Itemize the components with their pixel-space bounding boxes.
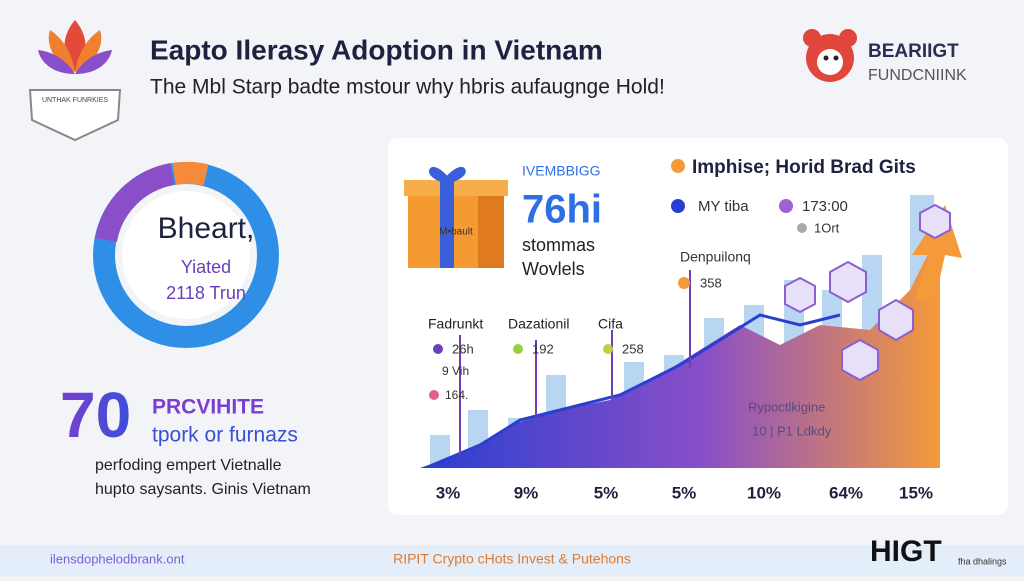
percent-label: 15% xyxy=(899,483,933,502)
small-label: 164. xyxy=(445,388,468,402)
box-label: M•bault xyxy=(439,227,473,238)
footer-text: RIPIT Crypto cHots Invest & Putehons xyxy=(393,551,631,567)
legend-item: 173:00 xyxy=(802,198,848,215)
title: Eapto Ilerasy Adoption in Vietnam xyxy=(150,34,603,65)
legend-dot xyxy=(671,159,685,173)
subtitle: The Mbl Starp badte mstour why hbris auf… xyxy=(150,76,665,99)
point-value: 258 xyxy=(622,341,644,356)
markers xyxy=(459,270,691,455)
point-name: Fadrunkt xyxy=(428,316,483,332)
percent-label: 5% xyxy=(672,483,697,502)
stat-desc: perfoding empert Vietnalle xyxy=(95,457,282,474)
kicker: IVEMBBIGG xyxy=(522,163,601,179)
point-name: Dazationil xyxy=(508,316,569,332)
logo: UNTHAK FUNRKIES xyxy=(28,20,122,142)
percent-label: 9% xyxy=(514,483,539,502)
legend-dot xyxy=(797,223,807,233)
small-label: 9 Vih xyxy=(442,364,469,378)
percent-label: 5% xyxy=(594,483,619,502)
legend-item: MY tiba xyxy=(698,198,749,215)
trend-line xyxy=(429,313,841,468)
brand-line: BEARIIGT xyxy=(868,41,959,62)
big-number: 76hi xyxy=(522,188,602,232)
footer-brand: HIGT xyxy=(870,535,942,568)
legend-title: Imphise; Horid Brad Gits xyxy=(692,157,916,178)
stat-number: 70 xyxy=(60,379,131,451)
callout-title: Denpuilonq xyxy=(680,249,751,265)
area xyxy=(420,230,940,468)
donut-text: Bheart, xyxy=(158,212,255,245)
donut-text: 2118 Trun xyxy=(166,283,246,303)
point-value: 192 xyxy=(532,341,554,356)
area-label: 10 | P1 Ldkdy xyxy=(752,423,832,438)
label-dot xyxy=(429,390,439,400)
label-dot xyxy=(513,344,523,354)
label-dot xyxy=(433,344,443,354)
point-value: 26h xyxy=(452,341,474,356)
point-name: Cifa xyxy=(598,316,623,332)
stat-desc: hupto saysants. Ginis Vietnam xyxy=(95,481,311,498)
percent-label: 64% xyxy=(829,483,863,502)
logo-text: UNTHAK FUNRKIES xyxy=(42,97,108,104)
legend-item: 1Ort xyxy=(814,220,840,235)
donut-text: Yiated xyxy=(181,257,231,277)
stat-label: PRCVIHITE xyxy=(152,396,264,419)
legend-dot xyxy=(779,199,793,213)
hex-icons xyxy=(784,203,951,382)
footer-brand-sub: fha dhalings xyxy=(958,556,1007,566)
stat-label: tpork or furnazs xyxy=(152,424,298,447)
brand-logo xyxy=(803,29,857,82)
gift-box xyxy=(404,166,508,268)
legend-dot xyxy=(671,199,685,213)
callout-dot xyxy=(678,277,690,289)
percent-label: 3% xyxy=(436,483,461,502)
donut xyxy=(93,161,279,348)
footer xyxy=(0,545,1024,576)
callout-value: 358 xyxy=(700,275,722,290)
area-label: Rypoctlkigine xyxy=(748,399,825,414)
panel-text: stommas xyxy=(522,235,595,255)
percent-label: 10% xyxy=(747,483,781,502)
footer-link[interactable]: ilensdophelodbrank.ont xyxy=(50,551,185,566)
panel-text: Wovlels xyxy=(522,259,585,279)
brand-line: FUNDCNIINK xyxy=(868,67,967,84)
label-dot xyxy=(603,344,613,354)
